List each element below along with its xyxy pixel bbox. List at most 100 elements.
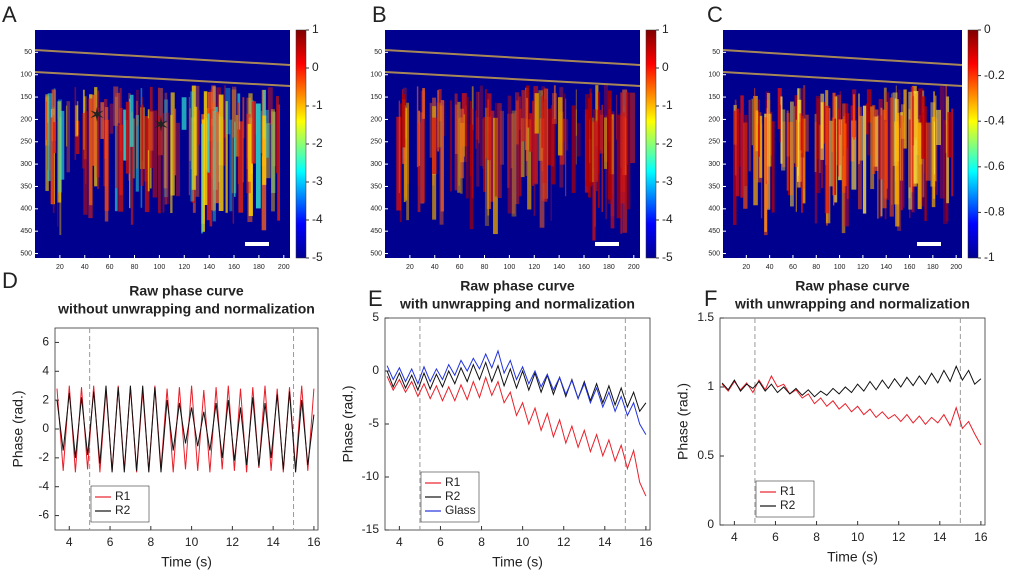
heatmap-texture (757, 123, 760, 157)
series-line (386, 375, 647, 497)
heatmap-texture (476, 117, 480, 187)
heatmap-texture (66, 101, 71, 173)
heatmap-streak (34, 49, 291, 66)
colorbar-tick-label: -5 (662, 250, 673, 264)
heatmap-texture (144, 116, 150, 213)
heatmap-texture (494, 102, 498, 197)
heatmap-texture (924, 106, 927, 221)
x-tick-label: 60 (106, 264, 114, 271)
y-tick-label: 500 (370, 250, 382, 257)
x-tick-label: 140 (203, 264, 215, 271)
heatmap-texture (437, 102, 442, 148)
colorbar-tick-label: -5 (312, 250, 323, 264)
heatmap-texture (901, 104, 905, 139)
heatmap-texture (565, 119, 569, 151)
y-tick-label: 0 (42, 421, 49, 435)
panel-letter: A (2, 2, 17, 27)
heatmap-texture (191, 85, 196, 190)
y-tick-label: 400 (370, 206, 382, 213)
x-tick-label: 10 (185, 535, 199, 549)
heatmap-texture (170, 92, 175, 196)
heatmap-texture (432, 117, 437, 174)
heatmap-texture (814, 113, 817, 173)
heatmap-texture (214, 111, 219, 204)
heatmap-texture (873, 116, 878, 167)
heatmap-texture (499, 110, 504, 165)
heatmap-texture (163, 122, 168, 189)
chart-title: without unwrapping and normalization (57, 301, 315, 317)
legend-label: R1 (445, 475, 461, 489)
heatmap-texture (878, 98, 883, 180)
heatmap-texture (734, 99, 737, 176)
y-tick-label: -6 (38, 508, 49, 522)
heatmap-texture (815, 95, 821, 193)
heatmap-texture (626, 92, 631, 210)
heatmap-texture (576, 123, 581, 157)
heatmap-texture (914, 93, 918, 140)
heatmap-texture (238, 121, 244, 213)
legend-label: R2 (445, 489, 461, 503)
heatmap-texture (129, 94, 134, 147)
heatmap-texture (401, 94, 406, 148)
x-tick-label: 80 (481, 264, 489, 271)
heatmap-texture (865, 103, 869, 135)
heatmap-texture (543, 88, 548, 202)
heatmap-texture (612, 119, 614, 195)
heatmap-texture (885, 92, 890, 200)
heatmap-texture (837, 109, 840, 177)
x-tick-label: 12 (226, 535, 240, 549)
legend-box (755, 480, 815, 518)
series-line (56, 385, 315, 473)
heatmap-texture (903, 89, 907, 149)
heatmap-texture (867, 111, 871, 156)
heatmap-texture (51, 89, 57, 142)
heatmap-streak (384, 71, 641, 87)
x-tick-label: 80 (131, 264, 139, 271)
legend-box (90, 485, 150, 523)
heatmap-texture (833, 117, 835, 206)
heatmap-texture (271, 111, 276, 193)
heatmap-texture (440, 100, 445, 212)
x-tick-label: 6 (107, 535, 114, 549)
heatmap-texture (753, 95, 758, 206)
y-tick-label: 1 (707, 379, 714, 393)
x-tick-label: 100 (504, 264, 516, 271)
panel-letter: C (707, 2, 723, 27)
star-marker: ✶ (153, 114, 170, 136)
heatmap-texture (511, 110, 517, 217)
heatmap-texture (829, 120, 834, 187)
heatmap-texture (759, 115, 763, 178)
heatmap-texture (262, 115, 267, 185)
heatmap-texture (141, 97, 144, 161)
heatmap-texture (490, 110, 495, 202)
y-tick-label: 200 (20, 116, 32, 123)
y-tick-label: 400 (708, 206, 720, 213)
heatmap-texture (223, 85, 226, 138)
y-tick-label: 0 (707, 517, 714, 531)
heatmap-texture (551, 104, 554, 167)
heatmap-texture (150, 111, 154, 151)
y-tick-label: 300 (20, 161, 32, 168)
heatmap-texture (733, 110, 737, 225)
y-tick-label: 250 (20, 139, 32, 146)
y-tick-label: -4 (38, 479, 49, 493)
x-tick-label: 4 (396, 535, 403, 549)
heatmap-texture (478, 91, 480, 144)
heatmap-texture (805, 114, 809, 152)
heatmap-texture (158, 115, 161, 214)
heatmap-streak (722, 71, 963, 87)
heatmap-texture (152, 110, 158, 198)
heatmap-texture (766, 108, 768, 181)
heatmap-texture (862, 105, 867, 214)
heatmap-texture (47, 93, 53, 182)
x-tick-label: 10 (851, 530, 865, 544)
heatmap-texture (754, 88, 756, 180)
colorbar-tick-label: -1 (984, 250, 995, 264)
scale-bar (245, 242, 269, 246)
heatmap-texture (493, 117, 498, 235)
heatmap-texture (934, 95, 937, 182)
series-line (386, 360, 647, 413)
heatmap-texture (119, 87, 122, 152)
heatmap-texture (487, 93, 492, 161)
